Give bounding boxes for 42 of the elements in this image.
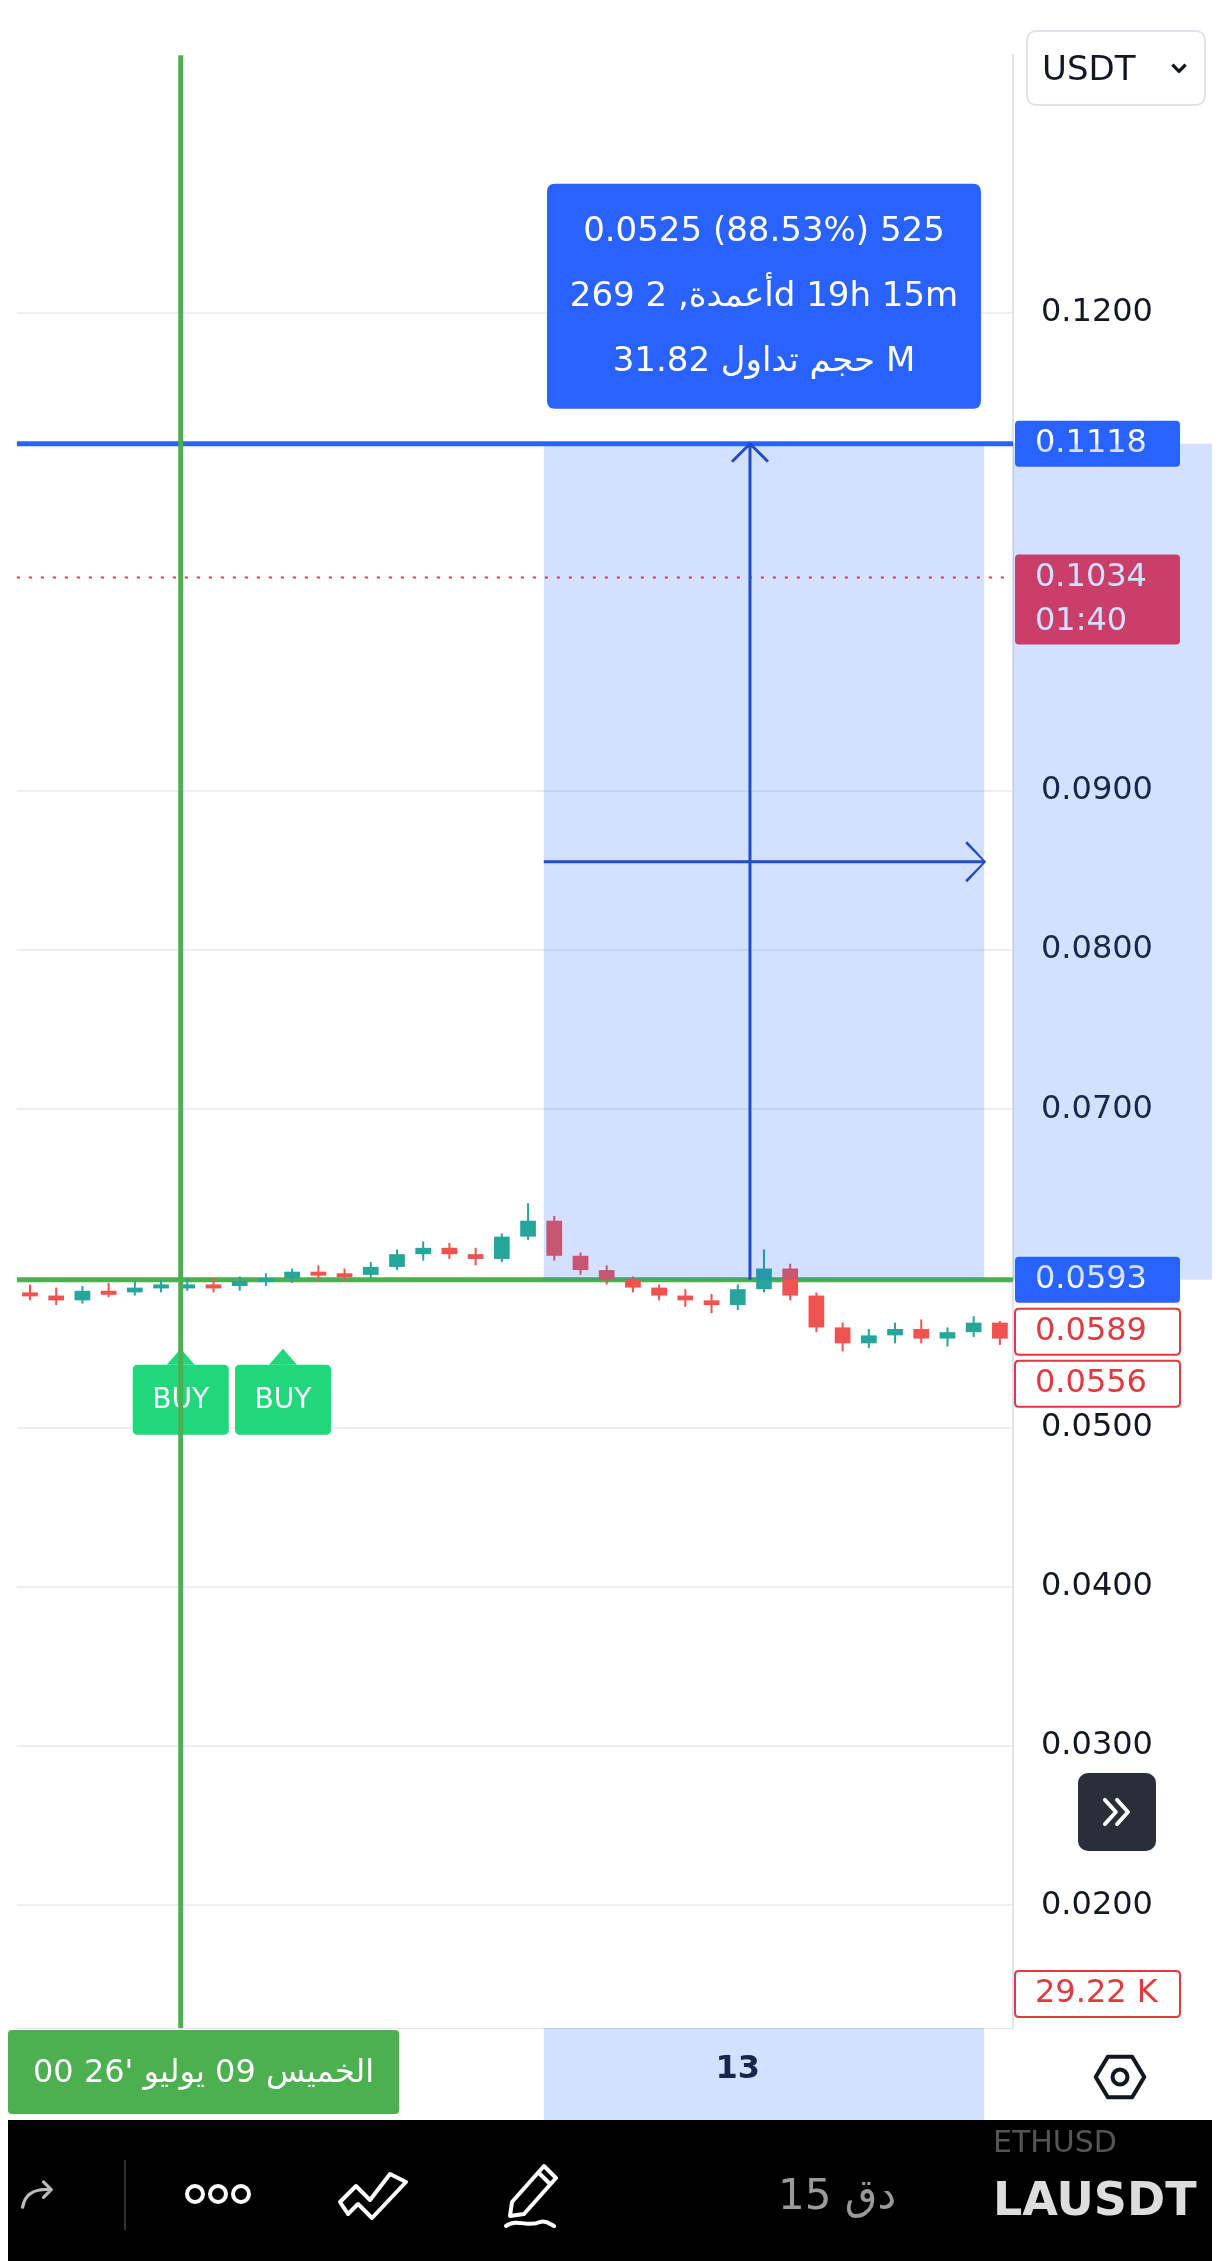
x-tick-label: 13 bbox=[715, 2047, 761, 2086]
candlestick bbox=[965, 1315, 982, 1338]
y-tick-label: 0.0800 bbox=[1041, 928, 1153, 967]
annotation: 0.0525 (88.53%) 525 bbox=[583, 208, 945, 249]
y-tick-label: 0.0400 bbox=[1041, 1565, 1153, 1604]
candlestick bbox=[520, 1202, 536, 1241]
candlestick bbox=[992, 1320, 1008, 1346]
text: ETHUSD bbox=[993, 2124, 1117, 2159]
y-tick-label: 0.0500 bbox=[1041, 1406, 1153, 1445]
candlestick bbox=[939, 1326, 956, 1348]
currency-dropdown: USDT bbox=[1026, 30, 1206, 106]
y-tick-label: 0.0200 bbox=[1041, 1883, 1153, 1922]
candlestick bbox=[598, 1264, 615, 1286]
text: 0.0589 bbox=[1035, 1309, 1147, 1348]
candlestick bbox=[493, 1232, 510, 1264]
text: الخميس 09 يوليو '26 00 bbox=[33, 2052, 375, 2091]
candlestick bbox=[703, 1292, 720, 1315]
y-tick-label: 0.0900 bbox=[1041, 769, 1153, 808]
text: 0.0556 bbox=[1035, 1361, 1147, 1400]
ref-line-label: 0.1118 bbox=[1035, 422, 1147, 461]
text: 01:40 bbox=[1035, 599, 1128, 638]
y-tick-label: 0.1200 bbox=[1041, 291, 1153, 330]
annotation: BUY bbox=[254, 1381, 313, 1415]
text: 15 دق bbox=[778, 2170, 897, 2219]
ref-line-label: 0.1034 bbox=[1035, 555, 1147, 594]
text: 29.22 K bbox=[1035, 1972, 1159, 2011]
annotation: 269 أعمدة, 2d 19h 15m bbox=[569, 271, 959, 314]
y-tick-label: 0.0700 bbox=[1041, 1087, 1153, 1126]
candlestick bbox=[860, 1328, 877, 1350]
candlestick bbox=[572, 1251, 589, 1276]
text: LAUSDT bbox=[993, 2172, 1197, 2226]
y-tick-label: 0.0300 bbox=[1041, 1724, 1153, 1763]
candlestick bbox=[913, 1318, 930, 1345]
candlestick bbox=[389, 1248, 405, 1272]
candlestick bbox=[415, 1240, 432, 1262]
ref-line-label: 0.0593 bbox=[1035, 1257, 1147, 1296]
candlestick bbox=[756, 1248, 772, 1294]
candlestick bbox=[729, 1283, 746, 1311]
candlestick bbox=[834, 1321, 851, 1353]
candlestick bbox=[887, 1321, 903, 1345]
annotation: BUY bbox=[152, 1381, 211, 1415]
annotation: 31.82 حجم تداول M bbox=[612, 338, 916, 380]
